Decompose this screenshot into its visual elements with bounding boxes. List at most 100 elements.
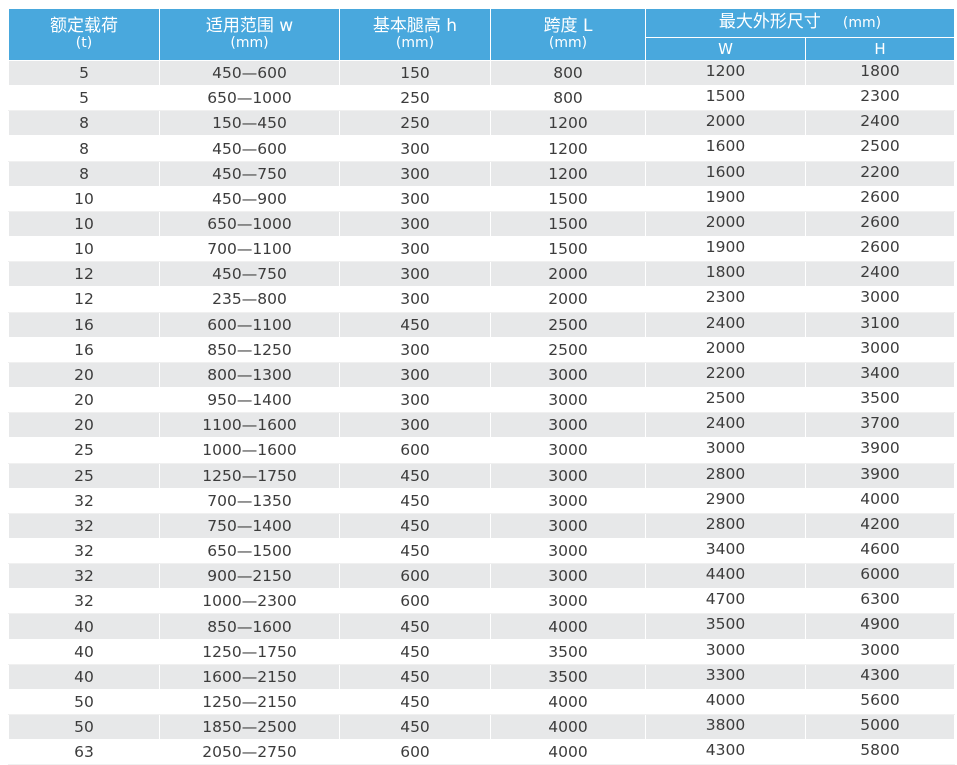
cell-max-h: 3100 (804, 312, 956, 338)
cell-max-w: 2800 (645, 513, 806, 539)
table-row: 16 850—1250 300 2500 2000 3000 (8, 337, 956, 363)
cell-max-w: 2900 (645, 488, 806, 514)
cell-leg-height: 600 (339, 739, 491, 765)
cell-load: 32 (8, 538, 160, 565)
header-width-range-label: 适用范围 w (205, 16, 294, 37)
cell-span: 3000 (490, 488, 646, 514)
cell-span: 3000 (490, 463, 646, 489)
cell-leg-height: 150 (339, 60, 491, 87)
cell-leg-height: 300 (339, 186, 491, 212)
cell-max-w: 4000 (645, 689, 806, 716)
cell-span: 3000 (490, 513, 646, 539)
cell-span: 2000 (490, 261, 646, 288)
cell-span: 2500 (490, 337, 646, 363)
cell-leg-height: 300 (339, 337, 491, 363)
header-width-range: 适用范围 w (mm) (159, 8, 340, 61)
table-row: 40 1600—2150 450 3500 3300 4300 (8, 664, 956, 690)
cell-load: 8 (8, 161, 160, 187)
cell-load: 10 (8, 186, 160, 212)
cell-leg-height: 300 (339, 286, 491, 313)
table-row: 12 450—750 300 2000 1800 2400 (8, 261, 956, 288)
header-width-range-unit: (mm) (230, 35, 269, 52)
table-row: 20 1100—1600 300 3000 2400 3700 (8, 412, 956, 439)
header-max-dims-unit: (mm) (842, 15, 882, 32)
cell-leg-height: 450 (339, 513, 491, 539)
table-row: 8 450—750 300 1200 1600 2200 (8, 161, 956, 187)
header-leg-height: 基本腿高 h (mm) (339, 8, 491, 61)
cell-load: 10 (8, 211, 160, 238)
cell-span: 3000 (490, 362, 646, 389)
cell-width-range: 600—1100 (159, 312, 340, 338)
cell-span: 1500 (490, 211, 646, 238)
table-row: 10 650—1000 300 1500 2000 2600 (8, 211, 956, 238)
cell-max-h: 2200 (804, 161, 956, 187)
cell-max-w: 2000 (645, 211, 806, 238)
cell-max-h: 3900 (804, 437, 956, 464)
cell-max-h: 2300 (804, 85, 956, 112)
cell-span: 3000 (490, 412, 646, 439)
table-row: 25 1250—1750 450 3000 2800 3900 (8, 463, 956, 489)
cell-max-h: 4600 (804, 538, 956, 565)
cell-max-h: 3900 (804, 463, 956, 489)
cell-max-w: 3000 (645, 437, 806, 464)
cell-load: 25 (8, 437, 160, 464)
cell-width-range: 1250—1750 (159, 639, 340, 665)
table-row: 16 600—1100 450 2500 2400 3100 (8, 312, 956, 338)
cell-leg-height: 300 (339, 236, 491, 263)
cell-leg-height: 450 (339, 613, 491, 640)
cell-load: 32 (8, 488, 160, 514)
cell-load: 50 (8, 714, 160, 741)
cell-span: 1500 (490, 236, 646, 263)
header-leg-height-unit: (mm) (395, 35, 435, 52)
cell-max-h: 2400 (804, 110, 956, 137)
cell-max-h: 4300 (804, 664, 956, 690)
header-max-dims: 最大外形尺寸 (mm) (644, 8, 956, 38)
cell-span: 3000 (490, 538, 646, 565)
cell-max-h: 3000 (804, 337, 956, 363)
cell-width-range: 650—1000 (159, 85, 340, 112)
cell-load: 12 (8, 261, 160, 288)
cell-max-h: 3000 (804, 639, 956, 665)
cell-load: 8 (8, 110, 160, 137)
cell-span: 4000 (490, 714, 646, 741)
cell-width-range: 650—1000 (159, 211, 340, 238)
cell-load: 20 (8, 362, 160, 389)
cell-load: 16 (8, 312, 160, 338)
cell-span: 3000 (490, 437, 646, 464)
cell-max-w: 2800 (645, 463, 806, 489)
cell-leg-height: 450 (339, 312, 491, 338)
cell-max-h: 5800 (804, 739, 956, 765)
table-header: 额定载荷 (t) 适用范围 w (mm) 基本腿高 h (mm) 跨度 L (m… (8, 8, 956, 61)
cell-leg-height: 450 (339, 538, 491, 565)
cell-max-w: 4300 (645, 739, 806, 765)
header-load-unit: (t) (75, 35, 93, 52)
cell-max-h: 2600 (804, 186, 956, 212)
table-row: 32 700—1350 450 3000 2900 4000 (8, 488, 956, 514)
cell-max-h: 2600 (804, 211, 956, 238)
table-row: 63 2050—2750 600 4000 4300 5800 (8, 739, 956, 765)
header-span: 跨度 L (mm) (490, 8, 646, 61)
cell-width-range: 800—1300 (159, 362, 340, 389)
cell-max-w: 4700 (645, 588, 806, 615)
cell-width-range: 450—750 (159, 261, 340, 288)
cell-span: 800 (490, 85, 646, 112)
cell-max-h: 4200 (804, 513, 956, 539)
cell-max-h: 3400 (804, 362, 956, 389)
cell-span: 4000 (490, 613, 646, 640)
cell-width-range: 1250—2150 (159, 689, 340, 716)
cell-width-range: 700—1350 (159, 488, 340, 514)
cell-leg-height: 600 (339, 563, 491, 590)
cell-max-w: 2400 (645, 412, 806, 439)
cell-leg-height: 450 (339, 463, 491, 489)
table-row: 5 650—1000 250 800 1500 2300 (8, 85, 956, 112)
cell-load: 32 (8, 588, 160, 615)
cell-max-w: 1200 (645, 60, 806, 87)
cell-width-range: 700—1100 (159, 236, 340, 263)
cell-leg-height: 600 (339, 588, 491, 615)
cell-leg-height: 300 (339, 161, 491, 187)
cell-max-w: 1500 (645, 85, 806, 112)
cell-width-range: 650—1500 (159, 538, 340, 565)
table-row: 32 650—1500 450 3000 3400 4600 (8, 538, 956, 565)
cell-max-h: 6000 (804, 563, 956, 590)
cell-leg-height: 300 (339, 362, 491, 389)
